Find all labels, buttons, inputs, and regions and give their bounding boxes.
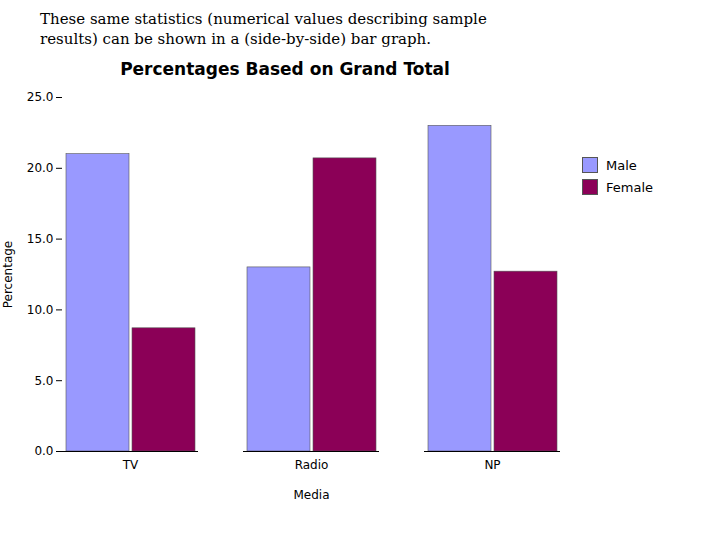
svg-text:5.0: 5.0 xyxy=(34,374,53,388)
svg-text:Media: Media xyxy=(293,488,329,502)
svg-text:NP: NP xyxy=(484,458,500,472)
html-text:These same statistics (numeric: These same statistics (numerical values … xyxy=(40,10,487,48)
svg-text:25.0: 25.0 xyxy=(27,90,54,104)
html-text:Female: Female xyxy=(606,179,653,195)
svg-text:TV: TV xyxy=(122,458,139,472)
svg-text:10.0: 10.0 xyxy=(27,303,54,317)
html-text:Male: Male xyxy=(606,157,637,173)
svg-text:15.0: 15.0 xyxy=(27,232,54,246)
svg-text:Percentage: Percentage xyxy=(1,241,15,309)
svg-text:0.0: 0.0 xyxy=(34,444,53,458)
html-text:Percentages Based on Grand Tot: Percentages Based on Grand Total xyxy=(120,59,450,79)
svg-text:Radio: Radio xyxy=(295,458,329,472)
svg-text:20.0: 20.0 xyxy=(27,161,54,175)
